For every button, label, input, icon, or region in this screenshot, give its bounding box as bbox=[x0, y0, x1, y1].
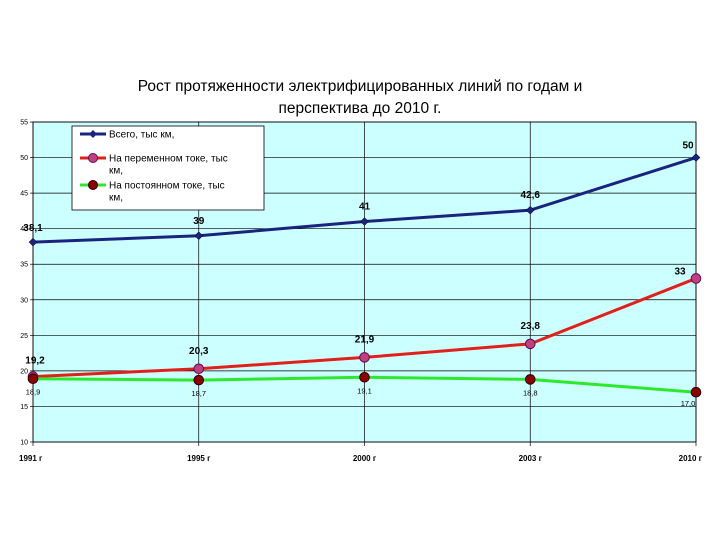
ytick-label-20: 20 bbox=[20, 368, 28, 375]
ytick-label-55: 55 bbox=[20, 120, 28, 127]
point-0-3 bbox=[525, 205, 535, 215]
chart-title-line-1: Рост протяженности электрифицированных л… bbox=[137, 78, 583, 95]
point-2-2 bbox=[359, 371, 370, 383]
ytick-label-15: 15 bbox=[20, 404, 28, 411]
legend-marker-1 bbox=[88, 153, 98, 163]
ytick-label-35: 35 bbox=[20, 262, 28, 269]
point-0-0 bbox=[28, 237, 38, 247]
data-label-2-0: 18,9 bbox=[26, 388, 41, 397]
legend-box bbox=[71, 125, 265, 211]
y-axis: 10 15 20 25 30 35 40 45 50 55 bbox=[20, 120, 33, 447]
data-labels: 38,1 39 41 42,6 50 19,2 20,3 21,9 23,8 33 18,9 18,7… bbox=[23, 141, 695, 409]
data-label-1-1: 20,3 bbox=[189, 346, 209, 357]
data-label-2-4: 17,0 bbox=[681, 399, 696, 408]
data-label-1-4: 33 bbox=[674, 266, 686, 277]
xtick-label-2: 2000 г bbox=[353, 454, 377, 463]
point-2-1 bbox=[193, 374, 205, 386]
x-axis: 1991 г 1995 г 2000 г 2003 г 2010 г bbox=[19, 442, 703, 463]
point-1-2 bbox=[359, 352, 370, 363]
data-label-0-0: 38,1 bbox=[23, 223, 43, 234]
legend-label-2-1: км, bbox=[109, 193, 123, 204]
ytick-label-10: 10 bbox=[20, 440, 28, 447]
data-label-0-4: 50 bbox=[682, 141, 694, 152]
ytick-label-45: 45 bbox=[20, 191, 28, 198]
point-1-4 bbox=[690, 273, 702, 284]
legend-label-1-1: км, bbox=[109, 166, 123, 177]
point-2-0 bbox=[27, 373, 39, 385]
data-label-2-2: 19,1 bbox=[357, 386, 372, 395]
ytick-label-50: 50 bbox=[20, 155, 28, 162]
legend-label-0-0: Всего, тыс км, bbox=[109, 130, 174, 141]
xtick-label-1: 1995 г bbox=[187, 454, 211, 463]
point-2-4 bbox=[690, 386, 702, 398]
data-label-0-1: 39 bbox=[193, 216, 205, 227]
grid-lines bbox=[32, 121, 697, 443]
data-label-1-3: 23,8 bbox=[521, 321, 541, 332]
series-group bbox=[27, 153, 702, 398]
xtick-label-4: 2010 г bbox=[679, 454, 703, 463]
ytick-label-25: 25 bbox=[20, 333, 28, 340]
xtick-label-3: 2003 г bbox=[519, 454, 543, 463]
ytick-label-40: 40 bbox=[20, 226, 28, 233]
point-1-3 bbox=[524, 338, 536, 350]
legend-label-2-0: На постоянном токе, тыс bbox=[109, 181, 225, 192]
legend-marker-0 bbox=[89, 130, 97, 138]
ytick-label-30: 30 bbox=[20, 297, 28, 304]
chart-title-line-2: перспектива до 2010 г. bbox=[278, 100, 442, 117]
point-0-4 bbox=[691, 153, 701, 162]
data-label-0-2: 41 bbox=[359, 202, 371, 213]
data-label-0-3: 42,6 bbox=[521, 190, 541, 201]
point-1-1 bbox=[193, 363, 205, 375]
chart-title: Рост протяженности электрифицированных л… bbox=[60, 76, 660, 120]
legend-marker-2 bbox=[88, 180, 98, 190]
point-0-1 bbox=[194, 231, 204, 241]
data-label-1-2: 21,9 bbox=[355, 334, 375, 345]
legend-label-1-0: На переменном токе, тыс bbox=[109, 154, 228, 165]
data-label-1-0: 19,2 bbox=[25, 356, 45, 367]
legend: Всего, тыс км,На переменном токе, тыскм,… bbox=[71, 125, 265, 211]
xtick-label-0: 1991 г bbox=[19, 454, 43, 463]
point-2-3 bbox=[524, 374, 536, 385]
data-label-2-1: 18,7 bbox=[191, 389, 206, 398]
point-0-2 bbox=[360, 217, 369, 226]
data-label-2-3: 18,8 bbox=[523, 388, 538, 397]
